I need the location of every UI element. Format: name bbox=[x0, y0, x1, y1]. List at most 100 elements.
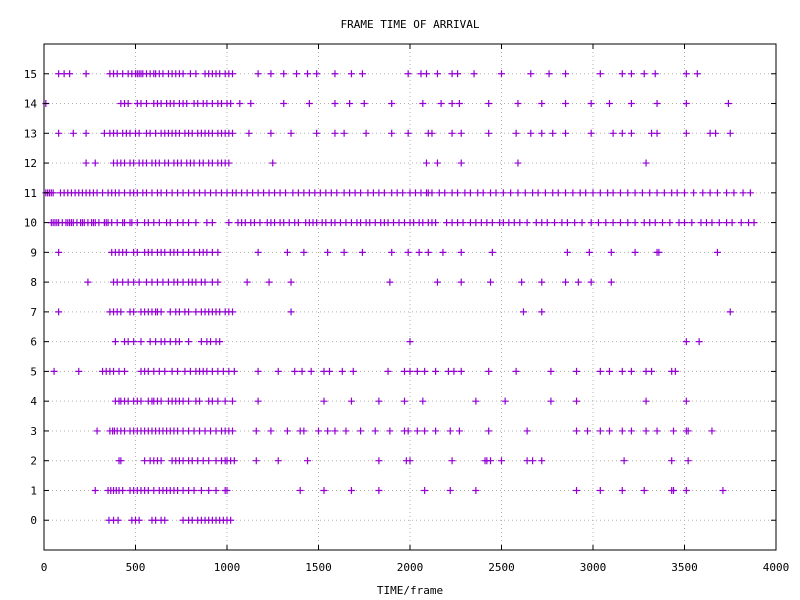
data-point bbox=[562, 70, 570, 78]
data-point bbox=[682, 486, 690, 494]
data-point bbox=[618, 367, 626, 375]
data-point bbox=[296, 486, 304, 494]
data-point bbox=[695, 338, 703, 346]
data-point bbox=[523, 427, 531, 435]
data-point bbox=[627, 427, 635, 435]
data-point bbox=[498, 70, 505, 78]
data-point bbox=[596, 189, 604, 197]
data-point bbox=[166, 219, 174, 227]
data-point bbox=[432, 427, 440, 435]
data-point bbox=[216, 338, 224, 346]
data-point bbox=[547, 367, 555, 375]
data-point bbox=[498, 457, 505, 465]
data-point bbox=[375, 486, 383, 494]
data-point bbox=[514, 189, 522, 197]
data-point bbox=[543, 219, 551, 227]
data-point bbox=[684, 457, 692, 465]
data-point bbox=[269, 159, 277, 167]
data-point bbox=[254, 367, 262, 375]
data-point bbox=[459, 219, 467, 227]
y-tick-label: 2 bbox=[30, 455, 37, 468]
data-point bbox=[587, 129, 595, 137]
data-point bbox=[371, 427, 379, 435]
data-point bbox=[190, 486, 198, 494]
data-point bbox=[631, 248, 639, 256]
data-point bbox=[450, 367, 458, 375]
data-point bbox=[596, 367, 604, 375]
data-point bbox=[457, 367, 465, 375]
data-point bbox=[739, 189, 747, 197]
data-point bbox=[673, 189, 681, 197]
data-point bbox=[117, 308, 125, 316]
data-point bbox=[313, 129, 321, 137]
data-point bbox=[55, 248, 63, 256]
data-point bbox=[549, 129, 557, 137]
data-point bbox=[404, 129, 412, 137]
data-point bbox=[582, 189, 590, 197]
data-point bbox=[267, 70, 275, 78]
data-point bbox=[448, 129, 456, 137]
data-point bbox=[730, 189, 738, 197]
data-point bbox=[655, 248, 663, 256]
data-point bbox=[283, 248, 291, 256]
data-point bbox=[682, 397, 690, 405]
data-point bbox=[466, 189, 474, 197]
data-point bbox=[605, 367, 613, 375]
data-point bbox=[437, 100, 445, 108]
data-point bbox=[547, 397, 555, 405]
data-point bbox=[609, 129, 617, 137]
data-point bbox=[642, 427, 650, 435]
data-point bbox=[507, 189, 515, 197]
y-tick-label: 6 bbox=[30, 336, 37, 349]
data-point bbox=[406, 367, 414, 375]
data-point bbox=[651, 70, 659, 78]
data-point bbox=[428, 129, 436, 137]
data-point bbox=[252, 457, 260, 465]
data-point bbox=[214, 248, 222, 256]
data-point bbox=[660, 189, 668, 197]
data-point bbox=[712, 129, 720, 137]
data-point bbox=[574, 278, 582, 286]
data-point bbox=[386, 427, 394, 435]
data-point bbox=[333, 189, 341, 197]
data-point bbox=[201, 278, 209, 286]
data-point bbox=[404, 70, 412, 78]
data-point bbox=[488, 219, 496, 227]
data-point bbox=[562, 100, 570, 108]
data-point bbox=[706, 189, 714, 197]
data-point bbox=[82, 159, 90, 167]
data-point bbox=[267, 129, 275, 137]
data-point bbox=[605, 100, 613, 108]
data-point bbox=[631, 189, 639, 197]
data-point bbox=[91, 159, 99, 167]
data-point bbox=[618, 70, 626, 78]
data-point bbox=[358, 70, 366, 78]
data-point bbox=[737, 219, 745, 227]
data-point bbox=[256, 219, 264, 227]
data-point bbox=[287, 308, 295, 316]
data-point bbox=[214, 397, 222, 405]
data-point bbox=[594, 219, 602, 227]
data-point bbox=[362, 129, 370, 137]
y-tick-label: 9 bbox=[30, 246, 37, 259]
data-point bbox=[512, 129, 520, 137]
data-point bbox=[538, 129, 546, 137]
data-point bbox=[122, 248, 130, 256]
data-point bbox=[651, 219, 659, 227]
data-point bbox=[135, 278, 143, 286]
data-point bbox=[551, 219, 559, 227]
data-point bbox=[638, 189, 646, 197]
data-point bbox=[228, 397, 236, 405]
data-point bbox=[516, 219, 524, 227]
data-point bbox=[49, 189, 57, 197]
data-point bbox=[331, 70, 339, 78]
data-point bbox=[401, 397, 409, 405]
data-point bbox=[646, 189, 654, 197]
data-point bbox=[307, 367, 315, 375]
data-point bbox=[640, 70, 648, 78]
data-point bbox=[315, 427, 322, 435]
data-point bbox=[196, 397, 204, 405]
data-point bbox=[534, 189, 542, 197]
data-point bbox=[157, 397, 165, 405]
